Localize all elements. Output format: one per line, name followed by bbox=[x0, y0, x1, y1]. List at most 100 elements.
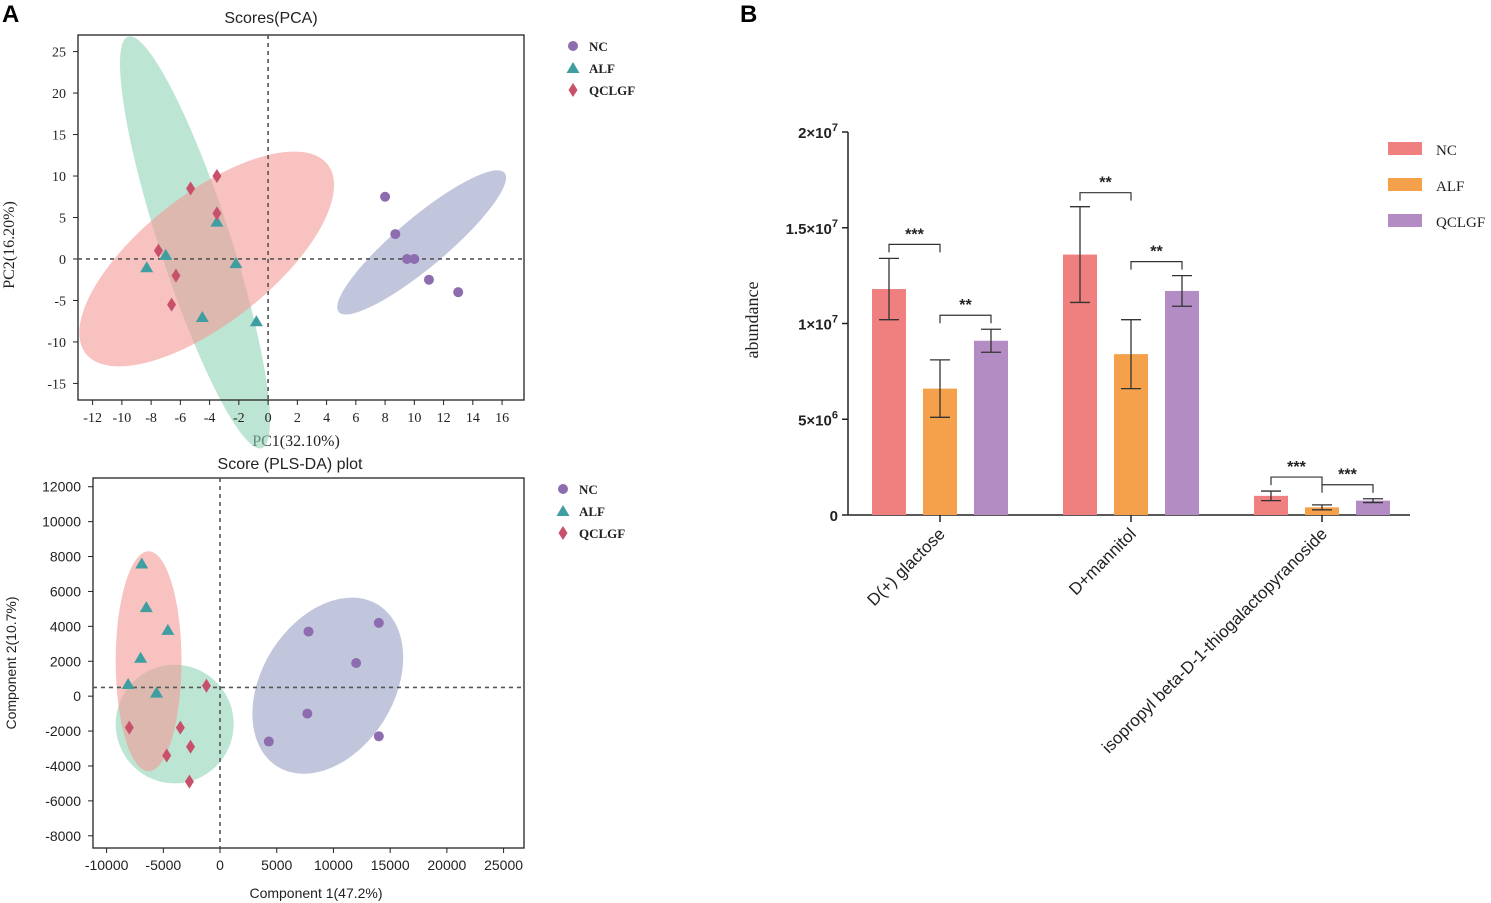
tick-exponent: 7 bbox=[832, 218, 838, 230]
significance-bracket bbox=[1321, 484, 1374, 493]
bar-legend-swatch-nc bbox=[1388, 142, 1422, 155]
data-point-alf bbox=[135, 557, 149, 569]
x-tick-label: -8 bbox=[145, 411, 157, 426]
legend-marker-qclgf bbox=[558, 526, 568, 540]
y-tick-label: 15 bbox=[52, 129, 66, 144]
x-tick-label: 5000 bbox=[261, 857, 292, 873]
data-point-qclgf bbox=[175, 720, 185, 735]
plsda-ylabel: Component 2(10.7%) bbox=[3, 596, 19, 729]
bar-legend-label-nc: NC bbox=[1436, 143, 1457, 159]
data-point-nc bbox=[373, 617, 384, 628]
data-point-qclgf bbox=[186, 739, 196, 754]
data-point-alf bbox=[134, 651, 148, 663]
plsda-xlabel: Component 1(47.2%) bbox=[249, 885, 382, 901]
y-tick-label: -4000 bbox=[45, 758, 81, 774]
confidence-ellipse-nc bbox=[252, 597, 404, 774]
data-point-nc bbox=[402, 253, 413, 264]
data-point-alf bbox=[159, 248, 173, 260]
data-point-alf bbox=[121, 677, 135, 689]
bar-y-tick-label: 5×106 bbox=[798, 409, 838, 429]
tick-exponent: 7 bbox=[832, 314, 838, 326]
x-tick-label: -2 bbox=[233, 411, 245, 426]
bar-y-tick-label: 1×107 bbox=[798, 314, 838, 334]
data-point-qclgf bbox=[201, 678, 211, 693]
significance-bracket bbox=[1079, 192, 1132, 201]
x-tick-label: -12 bbox=[83, 411, 102, 426]
y-tick-label: 6000 bbox=[50, 583, 81, 599]
legend-marker-nc bbox=[568, 41, 578, 51]
tick-base: 2×10 bbox=[798, 125, 832, 142]
legend-marker-nc bbox=[558, 484, 568, 494]
data-point-nc bbox=[409, 253, 420, 264]
bar-ylabel: abundance bbox=[742, 282, 762, 359]
x-tick-label: -10 bbox=[113, 411, 132, 426]
legend-label-alf: ALF bbox=[579, 504, 605, 519]
data-point-nc bbox=[390, 229, 401, 240]
y-tick-label: 4000 bbox=[50, 618, 81, 634]
tick-exponent: 7 bbox=[832, 122, 838, 134]
category-label: D(+) glactose bbox=[864, 524, 949, 609]
x-tick-label: 10 bbox=[407, 411, 421, 426]
data-point-nc bbox=[453, 287, 464, 298]
category-label: D+mannitol bbox=[1065, 524, 1140, 599]
y-tick-label: 10000 bbox=[42, 514, 81, 530]
bar-qclgf bbox=[974, 340, 1008, 515]
data-point-nc bbox=[373, 731, 384, 742]
significance-label: *** bbox=[905, 226, 924, 243]
panel-a-label: A bbox=[2, 1, 19, 28]
data-point-alf bbox=[161, 623, 175, 635]
data-point-qclgf bbox=[212, 206, 222, 221]
legend-label-alf: ALF bbox=[589, 61, 615, 76]
x-tick-label: 8 bbox=[382, 411, 389, 426]
data-point-alf bbox=[150, 686, 164, 698]
y-tick-label: 12000 bbox=[42, 479, 81, 495]
legend-marker-alf bbox=[556, 505, 570, 516]
significance-bracket bbox=[939, 314, 992, 324]
bar-legend-label-qclgf: QCLGF bbox=[1436, 215, 1485, 231]
pca-ylabel: PC2(16.20%) bbox=[1, 201, 18, 289]
x-tick-label: 20000 bbox=[427, 857, 466, 873]
legend-label-nc: NC bbox=[579, 482, 598, 497]
y-tick-label: -2000 bbox=[45, 723, 81, 739]
bar-alf bbox=[1305, 507, 1339, 515]
x-tick-label: -10000 bbox=[85, 857, 129, 873]
data-point-qclgf bbox=[124, 720, 134, 735]
data-point-nc bbox=[351, 658, 362, 668]
bar-legend-label-alf: ALF bbox=[1436, 179, 1464, 195]
x-tick-label: 0 bbox=[265, 411, 272, 426]
tick-base: 5×10 bbox=[798, 412, 832, 429]
y-tick-label: -6000 bbox=[45, 793, 81, 809]
significance-label: *** bbox=[1287, 459, 1306, 476]
y-tick-label: -10 bbox=[47, 336, 66, 351]
pca-xlabel: PC1(32.10%) bbox=[252, 433, 340, 450]
bar-y-tick-label: 2×107 bbox=[798, 122, 838, 142]
bar-nc bbox=[872, 289, 906, 515]
data-point-nc bbox=[263, 736, 274, 747]
x-tick-label: 2 bbox=[294, 411, 301, 426]
tick-base: 0 bbox=[830, 508, 838, 525]
x-tick-label: -6 bbox=[175, 411, 187, 426]
data-point-alf bbox=[229, 257, 243, 269]
x-tick-label: 15000 bbox=[371, 857, 410, 873]
data-point-qclgf bbox=[167, 297, 177, 312]
data-point-alf bbox=[210, 215, 224, 227]
x-tick-label: 12 bbox=[437, 411, 451, 426]
bar-qclgf bbox=[1356, 500, 1390, 515]
data-point-nc bbox=[302, 708, 313, 719]
data-point-qclgf bbox=[186, 181, 196, 196]
significance-label: ** bbox=[959, 297, 972, 314]
y-tick-label: 8000 bbox=[50, 549, 81, 565]
y-tick-label: 10 bbox=[52, 170, 66, 185]
bar-qclgf bbox=[1165, 290, 1199, 515]
data-point-qclgf bbox=[212, 169, 222, 184]
plsda-chart: Score (PLS-DA) plot Component 1(47.2%) C… bbox=[3, 456, 625, 901]
y-tick-label: 5 bbox=[59, 212, 66, 227]
pca-chart: Scores(PCA) PC1(32.10%) PC2(16.20%) -12-… bbox=[1, 10, 635, 450]
bar-legend-swatch-qclgf bbox=[1388, 214, 1422, 227]
legend-marker-qclgf bbox=[568, 83, 578, 97]
y-tick-label: 0 bbox=[59, 253, 66, 268]
x-tick-label: 16 bbox=[495, 411, 509, 426]
data-point-qclgf bbox=[162, 748, 172, 763]
